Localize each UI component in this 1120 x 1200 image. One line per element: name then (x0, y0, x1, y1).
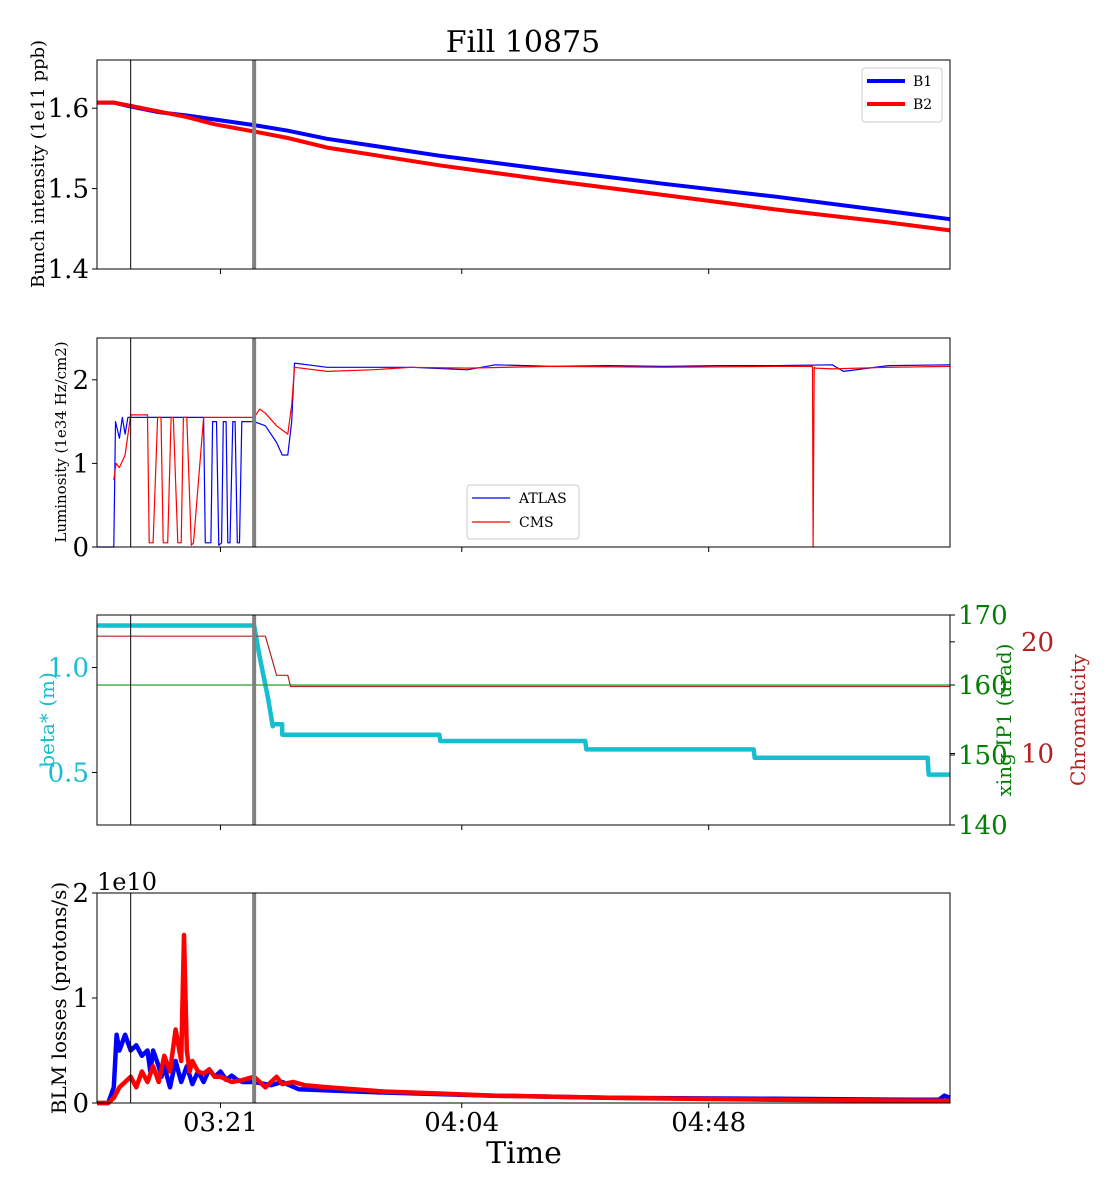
panel-bunch-intensity: Bunch intensity (1e11 ppb) B1 B2 1.4 1.5 1… (28, 40, 951, 288)
y3-tick-label: 20 (1021, 628, 1054, 658)
series-b1 (97, 1032, 951, 1106)
y-tick-label: 1.0 (48, 654, 89, 684)
y-tick-label: 0 (72, 533, 89, 563)
y3-tick-label: 10 (1021, 740, 1054, 770)
series-b2 (97, 100, 951, 233)
offset-label-blm: 1e10 (97, 868, 157, 896)
y-axis-label-chromaticity: Chromaticity (1066, 653, 1090, 786)
y2-tick-label: 140 (958, 811, 1008, 841)
x-axis-label: Time (486, 1136, 562, 1171)
panel-luminosity: Luminosity (1e34 Hz/cm2) ATLAS CMS 0 1 2 (52, 337, 951, 563)
y-axis-label-beta: beta* (m) (35, 672, 59, 768)
y-tick-label: 1 (72, 449, 89, 479)
panel-blm-losses: BLM losses (protons/s) 1e10 0 1 2 03:21 04:0… (47, 868, 951, 1138)
x-tick-label: 03:21 (183, 1108, 258, 1138)
y-axis-label-xing: xing IP1 (urad) (992, 644, 1016, 797)
series-chroma (97, 635, 950, 688)
series-beta (97, 623, 950, 777)
y-tick-label: 1.4 (48, 255, 89, 285)
y-axis-label-bunch-intensity: Bunch intensity (1e11 ppb) (28, 40, 49, 288)
y-tick-label: 1.5 (48, 175, 89, 205)
y-tick-label: 1.6 (48, 94, 89, 124)
legend-label-cms: CMS (519, 515, 554, 531)
y2-tick-label: 150 (958, 741, 1008, 771)
legend-label-atlas: ATLAS (518, 491, 567, 507)
y-tick-label: 2 (72, 879, 89, 909)
figure-title: Fill 10875 (446, 25, 601, 60)
legend-luminosity: ATLAS CMS (466, 484, 580, 540)
legend-label-b2: B2 (913, 97, 932, 113)
plot-frame (96, 614, 951, 826)
panel-optics: beta* (m) xing IP1 (urad) Chromaticity 0… (35, 601, 1090, 841)
legend-bunch-intensity: B1 B2 (861, 67, 943, 123)
y-tick-label: 2 (72, 366, 89, 396)
legend-label-b1: B1 (913, 74, 932, 90)
y-tick-label: 0.5 (48, 759, 89, 789)
y-axis-label-luminosity: Luminosity (1e34 Hz/cm2) (52, 341, 70, 542)
x-tick-label: 04:04 (424, 1108, 499, 1138)
plot-frame (96, 59, 951, 270)
y2-tick-label: 170 (958, 601, 1008, 631)
plot-frame (96, 892, 951, 1104)
y-tick-label: 1 (72, 984, 89, 1014)
y2-tick-label: 160 (958, 671, 1008, 701)
y-tick-label: 0 (72, 1089, 89, 1119)
x-tick-label: 04:48 (671, 1108, 746, 1138)
plot-frame (96, 337, 951, 548)
series-atlas (97, 362, 951, 548)
series-b1 (97, 100, 951, 222)
series-b2 (97, 932, 951, 1106)
y-axis-label-blm: BLM losses (protons/s) (47, 882, 71, 1114)
